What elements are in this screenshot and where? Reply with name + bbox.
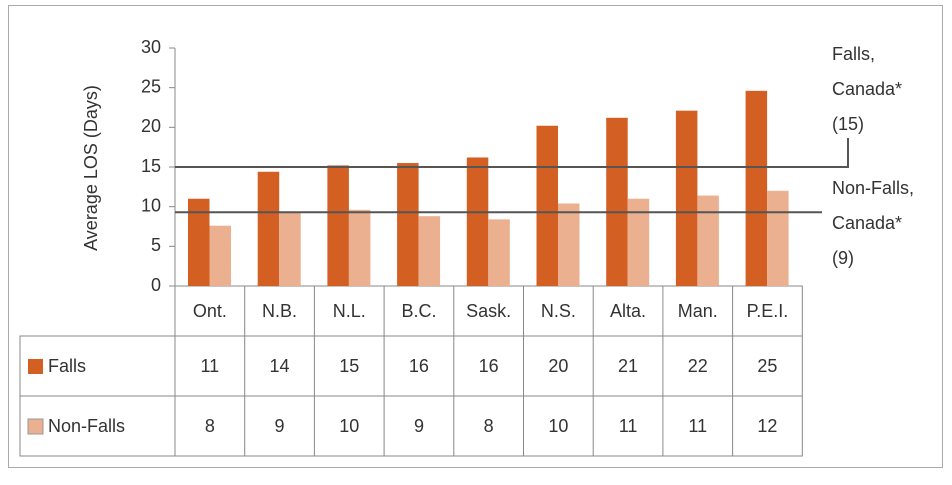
x-tick-label: P.E.I. — [747, 301, 789, 321]
x-tick-label: N.S. — [541, 301, 576, 321]
table-value: 11 — [619, 416, 638, 436]
reference-label: Canada* — [832, 79, 902, 99]
reference-value: (9) — [832, 248, 854, 268]
table-value: 20 — [548, 356, 568, 376]
bar — [558, 203, 580, 286]
legend-swatch — [27, 418, 44, 435]
reference-value: (15) — [832, 114, 864, 134]
table-value: 16 — [479, 356, 499, 376]
y-tick-label: 20 — [141, 116, 161, 136]
bar — [209, 225, 231, 286]
bar — [397, 163, 419, 286]
table-value: 9 — [414, 416, 424, 436]
bar — [257, 171, 280, 286]
table-value: 22 — [688, 356, 708, 376]
y-tick-label: 25 — [141, 76, 161, 96]
reference-label: Canada* — [832, 213, 902, 233]
table-value: 15 — [339, 356, 359, 376]
reference-label: Falls, — [832, 44, 875, 64]
table-value: 10 — [339, 416, 359, 436]
y-tick-label: 5 — [151, 235, 161, 255]
bar — [767, 190, 789, 286]
bar — [418, 216, 441, 286]
reference-label: Non-Falls, — [832, 178, 914, 198]
bar — [466, 157, 489, 286]
y-tick-label: 0 — [151, 275, 161, 295]
frame — [8, 5, 943, 468]
bar — [536, 125, 558, 286]
bar — [188, 198, 210, 286]
bar — [348, 209, 371, 286]
reference-line — [175, 138, 849, 168]
bar — [327, 165, 349, 286]
table-value: 11 — [688, 416, 707, 436]
bar — [697, 195, 719, 286]
table-value: 11 — [201, 356, 220, 376]
table-value: 25 — [757, 356, 777, 376]
x-tick-label: Alta. — [610, 301, 646, 321]
bar — [606, 117, 628, 287]
x-tick-label: N.B. — [262, 301, 297, 321]
y-axis-label: Average LOS (Days) — [81, 85, 101, 251]
y-tick-label: 10 — [141, 195, 161, 215]
bar — [745, 90, 768, 286]
y-tick-label: 30 — [141, 37, 161, 57]
legend-swatch — [28, 359, 43, 374]
table-value: 8 — [484, 416, 494, 436]
x-tick-label: B.C. — [401, 301, 436, 321]
x-tick-label: Man. — [678, 301, 718, 321]
table-value: 9 — [275, 416, 285, 436]
table-value: 14 — [270, 356, 290, 376]
bar — [488, 219, 510, 286]
legend-label: Falls — [48, 356, 86, 376]
bar — [675, 110, 698, 286]
bar — [279, 213, 301, 286]
bar — [627, 198, 650, 286]
x-tick-label: Ont. — [193, 301, 227, 321]
x-tick-label: N.L. — [333, 301, 366, 321]
table-value: 21 — [618, 356, 638, 376]
y-tick-label: 15 — [141, 156, 161, 176]
table-value: 16 — [409, 356, 429, 376]
table-value: 12 — [757, 416, 777, 436]
x-tick-label: Sask. — [466, 301, 511, 321]
table-value: 8 — [205, 416, 215, 436]
table-value: 10 — [548, 416, 568, 436]
legend-label: Non-Falls — [48, 416, 125, 436]
